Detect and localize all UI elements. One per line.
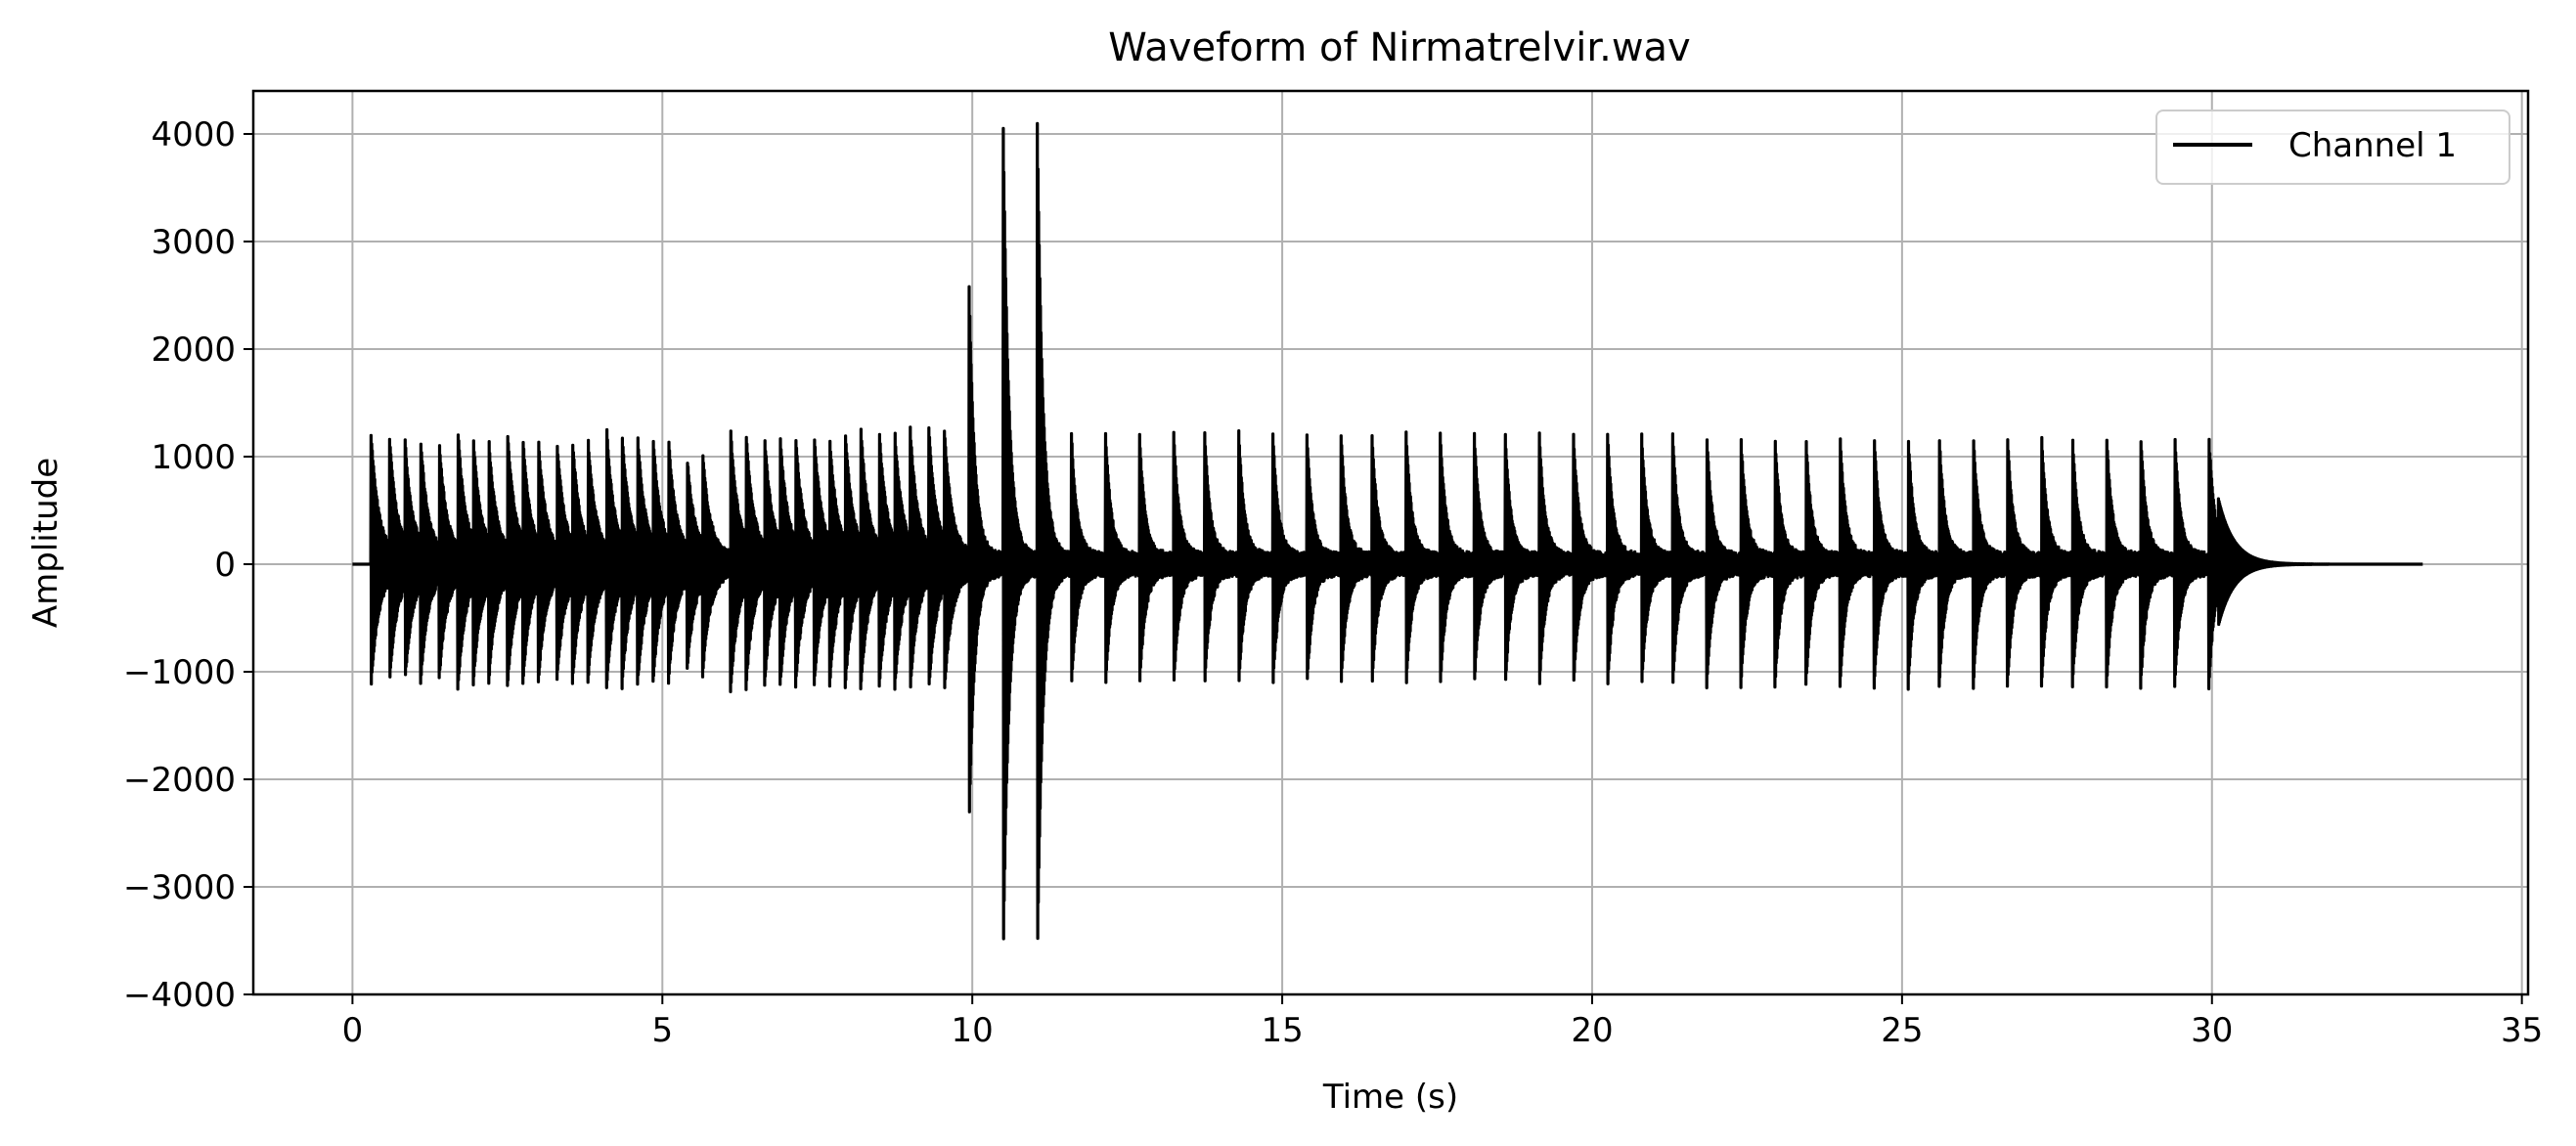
y-tick-label: 1000 xyxy=(151,438,236,477)
x-tick-label: 30 xyxy=(2191,1011,2233,1050)
chart-title: Waveform of Nirmatrelvir.wav xyxy=(1108,25,1690,70)
y-tick-label: −4000 xyxy=(123,976,236,1015)
x-tick-label: 35 xyxy=(2501,1011,2543,1050)
x-axis-label: Time (s) xyxy=(1322,1078,1458,1117)
x-tick-label: 25 xyxy=(1881,1011,1923,1050)
x-tick-label: 15 xyxy=(1261,1011,1303,1050)
y-tick-label: 2000 xyxy=(151,331,236,370)
legend-label-channel-1: Channel 1 xyxy=(2288,126,2457,165)
x-tick-label: 10 xyxy=(952,1011,994,1050)
y-tick-label: −3000 xyxy=(123,868,236,907)
x-tick-label: 0 xyxy=(342,1011,364,1050)
y-tick-label: −2000 xyxy=(123,761,236,800)
axes-frame xyxy=(251,89,2530,996)
legend: Channel 1 xyxy=(2155,110,2510,185)
waveform-line xyxy=(351,121,2424,941)
y-tick-label: 4000 xyxy=(151,115,236,154)
y-axis: −4000 −3000 −2000 −1000 0 1000 2000 3000 4000 xyxy=(123,115,253,1015)
y-tick-label: 3000 xyxy=(151,223,236,262)
x-tick-label: 20 xyxy=(1571,1011,1613,1050)
legend-box xyxy=(2155,110,2510,185)
waveform-series-channel-1 xyxy=(351,121,2424,941)
y-tick-label: 0 xyxy=(214,546,236,585)
y-tick-label: −1000 xyxy=(123,653,236,692)
plot-area: 0 5 10 15 20 25 30 35 −4000 −3000 −2000 −1000 0 1000… xyxy=(123,89,2543,1050)
x-tick-label: 5 xyxy=(651,1011,673,1050)
x-axis: 0 5 10 15 20 25 30 35 xyxy=(342,994,2543,1050)
y-axis-label: Amplitude xyxy=(26,458,66,628)
